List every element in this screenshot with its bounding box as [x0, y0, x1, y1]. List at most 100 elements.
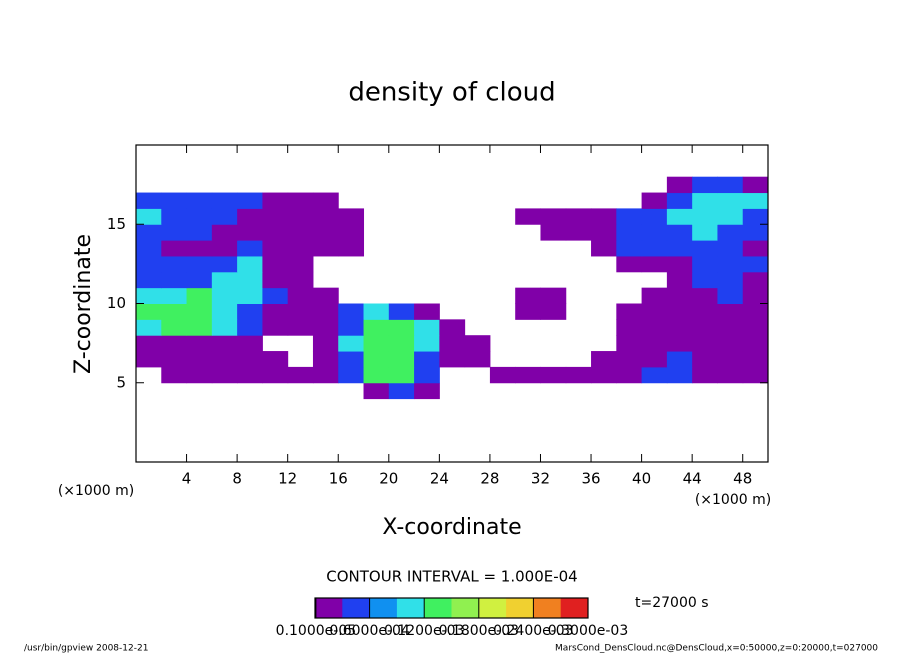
footer-right: MarsCond_DensCloud.nc@DensCloud,x=0:5000…: [555, 644, 878, 654]
cell: [211, 319, 238, 336]
cell: [464, 351, 491, 368]
cell: [287, 303, 314, 320]
cell: [262, 319, 289, 336]
cell: [136, 335, 162, 352]
y-tick-label: 15: [107, 215, 126, 233]
cell: [641, 240, 668, 257]
cell: [312, 287, 339, 304]
cell: [262, 224, 289, 241]
chart-title: density of cloud: [348, 78, 555, 108]
cell: [742, 176, 769, 194]
cell: [338, 366, 365, 384]
cell: [717, 255, 744, 273]
cell: [666, 240, 693, 257]
x-axis-label: X-coordinate: [382, 515, 521, 540]
cell: [161, 366, 188, 384]
x-tick-label: 4: [182, 470, 192, 488]
cell: [287, 366, 314, 384]
cell: [641, 224, 668, 241]
cell: [211, 287, 238, 304]
cell: [616, 303, 643, 320]
x-tick-label: 48: [733, 470, 752, 488]
cell: [262, 366, 289, 384]
cell: [666, 351, 693, 368]
cell: [312, 224, 339, 241]
cell: [515, 287, 541, 304]
cell: [666, 271, 693, 289]
cell: [161, 208, 188, 225]
cell: [211, 208, 238, 225]
cell: [464, 335, 491, 352]
cell: [338, 335, 365, 352]
cell: [616, 240, 643, 257]
cell: [161, 255, 188, 273]
cell: [287, 192, 314, 209]
colorbar-swatch: [342, 598, 371, 618]
cell: [237, 303, 263, 320]
cell: [186, 287, 213, 304]
cell: [136, 287, 162, 304]
cell: [692, 208, 718, 225]
cell: [338, 240, 365, 257]
cell: [287, 240, 314, 257]
cell: [237, 366, 263, 384]
cell: [666, 287, 693, 304]
cell: [136, 192, 162, 209]
cell: [692, 240, 718, 257]
cell: [565, 208, 592, 225]
cell: [338, 208, 365, 225]
cell: [591, 208, 617, 225]
x-tick-label: 28: [480, 470, 499, 488]
cell: [717, 240, 744, 257]
cell: [742, 351, 769, 368]
cell: [591, 224, 617, 241]
cell: [287, 208, 314, 225]
cell: [666, 335, 693, 352]
cell: [616, 335, 643, 352]
cell: [692, 351, 718, 368]
cell: [414, 303, 440, 320]
cell: [161, 319, 188, 336]
cell: [237, 287, 263, 304]
cell: [136, 351, 162, 368]
cell: [161, 303, 188, 320]
cell: [666, 366, 693, 384]
cell: [439, 319, 466, 336]
cell: [136, 240, 162, 257]
x-tick-label: 8: [232, 470, 242, 488]
cell: [161, 287, 188, 304]
cell: [211, 303, 238, 320]
colorbar-swatch: [560, 598, 589, 618]
x-tick-label: 40: [632, 470, 651, 488]
cell: [161, 271, 188, 289]
cell: [363, 303, 390, 320]
cell: [692, 176, 718, 194]
cell: [692, 366, 718, 384]
cell: [666, 208, 693, 225]
cell: [717, 271, 744, 289]
cell: [616, 319, 643, 336]
colorbar-label: 0.6000e-04: [329, 623, 410, 639]
cell: [414, 382, 440, 400]
cell: [312, 208, 339, 225]
cell: [717, 192, 744, 209]
x-unit: (×1000 m): [695, 492, 771, 508]
colorbar-swatch: [369, 598, 398, 618]
cell: [136, 255, 162, 273]
cell: [388, 366, 415, 384]
cell: [161, 335, 188, 352]
cell: [641, 287, 668, 304]
cell: [641, 192, 668, 209]
cell: [312, 335, 339, 352]
cell: [186, 351, 213, 368]
cell: [388, 319, 415, 336]
colorbar-label: 0.3000e-03: [548, 623, 628, 639]
cell: [186, 271, 213, 289]
cell: [312, 366, 339, 384]
colorbar-label: 0.1000e-05: [276, 623, 356, 639]
cell: [262, 287, 289, 304]
cell: [136, 319, 162, 336]
cell: [591, 366, 617, 384]
cell: [641, 303, 668, 320]
cell: [616, 208, 643, 225]
